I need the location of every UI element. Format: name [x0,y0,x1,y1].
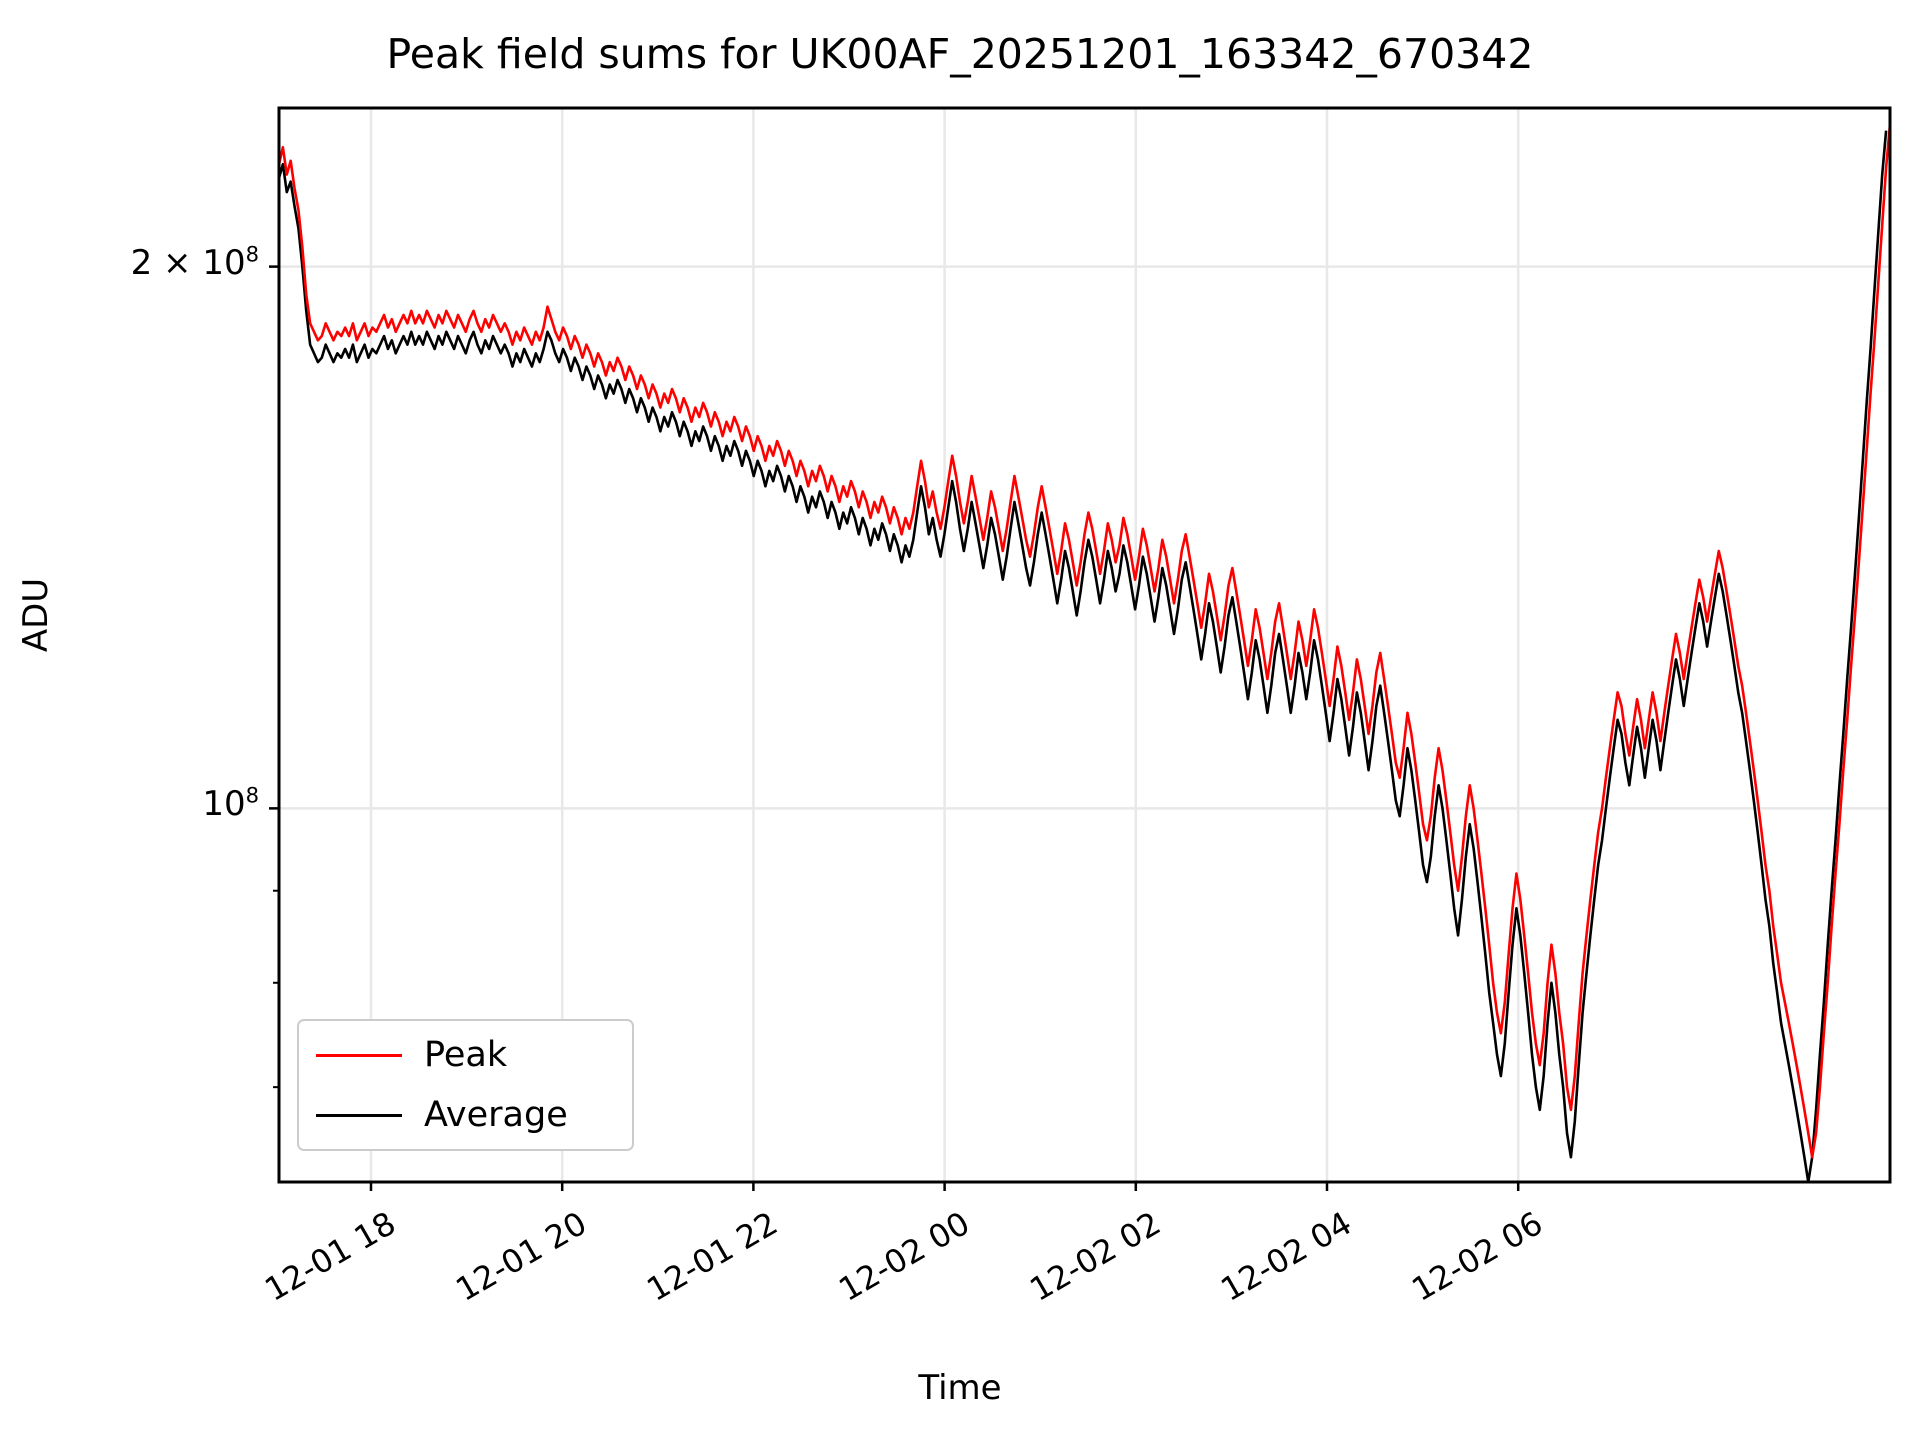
legend-item-peak: Peak [299,1027,507,1083]
y-tick-label: 2 × 108 [130,241,259,283]
legend-label-peak: Peak [424,1034,508,1075]
series-line-peak [277,124,1892,1159]
legend-swatch-peak [316,1053,402,1057]
legend-item-average: Average [299,1087,568,1143]
page-title: Peak field sums for UK00AF_20251201_1633… [386,30,1534,78]
data-series-group [277,124,1892,1184]
series-line-average [277,130,1888,1184]
x-axis-label: Time [918,1368,1002,1408]
chart-legend: Peak Average [297,1019,634,1151]
legend-label-average: Average [424,1094,568,1135]
gridlines [279,108,1890,1182]
legend-swatch-average [316,1113,402,1117]
plot-frame [277,106,1892,1184]
y-tick-label: 108 [202,783,259,825]
